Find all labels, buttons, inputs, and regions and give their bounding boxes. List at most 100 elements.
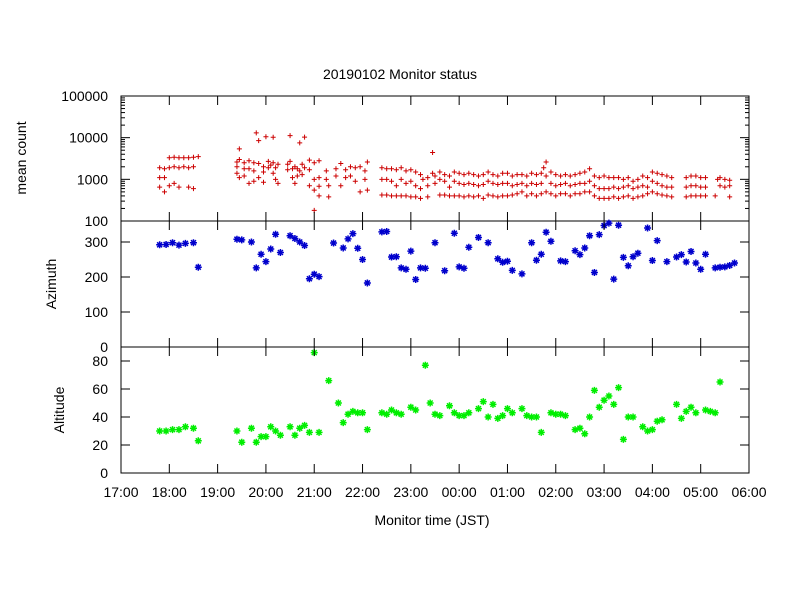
data-point — [267, 245, 275, 253]
data-point — [421, 361, 429, 369]
data-point — [688, 173, 694, 179]
data-point — [654, 170, 660, 176]
data-point — [659, 172, 665, 178]
data-point — [408, 178, 414, 184]
data-point — [615, 221, 623, 229]
data-point — [256, 160, 262, 166]
x-tick-label: 00:00 — [442, 484, 477, 500]
data-point — [450, 229, 458, 237]
data-point — [508, 266, 516, 274]
data-point — [171, 154, 177, 160]
data-point — [474, 233, 482, 241]
data-point — [238, 236, 246, 244]
data-point — [421, 264, 429, 272]
x-ticks: 17:00 18:00 19:00 20:00 21:00 22:00 23:00 00:00… — [103, 96, 767, 500]
data-point — [189, 424, 197, 432]
data-point — [519, 172, 525, 178]
data-point — [541, 165, 547, 171]
data-point — [194, 263, 202, 271]
data-point — [635, 184, 641, 190]
data-point — [620, 184, 626, 190]
data-point — [606, 195, 612, 201]
data-point — [161, 175, 167, 181]
y-tick-label: 60 — [92, 381, 108, 397]
data-point — [273, 176, 279, 182]
data-point — [326, 194, 332, 200]
data-point — [263, 134, 269, 140]
data-point — [461, 172, 467, 178]
data-point — [532, 256, 540, 264]
data-point — [316, 183, 322, 189]
data-point — [523, 412, 531, 420]
data-point — [297, 140, 303, 146]
data-point — [261, 169, 267, 175]
data-point — [460, 264, 468, 272]
data-point — [425, 175, 431, 181]
data-point — [693, 183, 699, 189]
data-point — [716, 263, 724, 271]
data-point — [287, 133, 293, 139]
data-point — [581, 430, 589, 438]
points-azimuth — [156, 219, 739, 287]
data-point — [645, 191, 651, 197]
panel-mean-count: 100 1000 10000 100000 mean count — [13, 88, 750, 229]
data-point — [547, 409, 555, 417]
data-point — [162, 427, 170, 435]
data-point — [417, 264, 425, 272]
xlabel: Monitor time (JST) — [374, 512, 489, 528]
data-point — [503, 405, 511, 413]
data-point — [460, 412, 468, 420]
data-point — [426, 399, 434, 407]
data-point — [572, 182, 578, 188]
data-point — [581, 244, 589, 252]
data-point — [616, 175, 622, 181]
data-point — [489, 400, 497, 408]
data-point — [251, 160, 257, 166]
data-point — [466, 180, 472, 186]
y-tick-label: 1000 — [77, 171, 108, 187]
data-point — [529, 191, 535, 197]
data-point — [338, 183, 344, 189]
data-point — [176, 165, 182, 171]
points-altitude — [156, 349, 724, 446]
data-point — [349, 407, 357, 415]
data-point — [181, 155, 187, 161]
data-point — [698, 193, 704, 199]
data-point — [256, 138, 262, 144]
data-point — [330, 239, 338, 247]
data-point — [548, 191, 554, 197]
data-point — [267, 423, 275, 431]
data-point — [553, 193, 559, 199]
data-point — [504, 180, 510, 186]
data-point — [557, 410, 565, 418]
data-point — [649, 178, 655, 184]
data-point — [645, 175, 651, 181]
data-point — [357, 164, 363, 170]
data-point — [273, 165, 279, 171]
data-point — [533, 182, 539, 188]
data-point — [257, 250, 265, 258]
data-point — [669, 184, 675, 190]
data-point — [543, 159, 549, 165]
data-point — [495, 182, 501, 188]
data-point — [605, 392, 613, 400]
data-point — [234, 164, 240, 170]
data-point — [379, 192, 385, 198]
data-point — [299, 161, 305, 167]
data-point — [471, 194, 477, 200]
data-point — [362, 176, 368, 182]
data-point — [601, 195, 607, 201]
data-point — [455, 412, 463, 420]
data-point — [450, 409, 458, 417]
data-point — [654, 191, 660, 197]
data-point — [571, 426, 579, 434]
data-point — [587, 178, 593, 184]
data-point — [161, 189, 167, 195]
data-point — [682, 407, 690, 415]
data-point — [246, 166, 252, 172]
data-point — [156, 427, 164, 435]
data-point — [722, 184, 728, 190]
data-point — [717, 183, 723, 189]
x-tick-label: 04:00 — [635, 484, 670, 500]
data-point — [528, 413, 536, 421]
